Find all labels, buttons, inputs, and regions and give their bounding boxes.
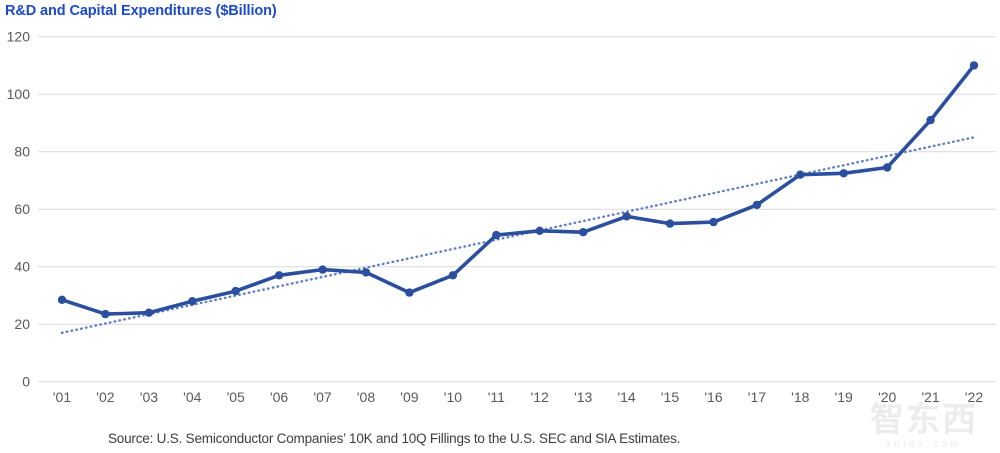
data-point xyxy=(231,286,240,296)
data-point xyxy=(274,271,284,280)
x-tick-label: '08 xyxy=(357,389,375,405)
y-tick-label: 20 xyxy=(14,316,30,332)
x-tick-label: '20 xyxy=(878,389,896,405)
data-point xyxy=(57,295,67,304)
data-point xyxy=(492,230,501,240)
data-point xyxy=(926,115,935,125)
data-point xyxy=(188,297,197,306)
x-tick-label: '14 xyxy=(617,389,635,405)
x-tick-label: '11 xyxy=(488,389,505,405)
data-point xyxy=(405,288,414,297)
x-tick-label: '09 xyxy=(400,389,418,405)
data-point xyxy=(101,309,110,319)
x-tick-label: '12 xyxy=(531,389,549,405)
trend-line xyxy=(60,136,976,334)
data-point xyxy=(144,308,154,317)
x-tick-label: '10 xyxy=(444,389,462,405)
x-tick-label: '06 xyxy=(270,389,288,405)
x-tick-label: '13 xyxy=(574,389,592,405)
x-tick-label: '03 xyxy=(140,389,158,405)
y-tick-label: 80 xyxy=(14,144,30,160)
y-tick-label: 120 xyxy=(7,29,31,45)
x-tick-label: '18 xyxy=(791,389,809,405)
x-tick-label: '01 xyxy=(53,389,71,405)
y-tick-label: 0 xyxy=(22,374,30,390)
x-tick-label: '16 xyxy=(704,389,722,405)
x-tick-label: '05 xyxy=(227,389,245,405)
data-point xyxy=(796,170,805,179)
data-point xyxy=(535,226,544,235)
x-tick-label: '15 xyxy=(661,389,679,405)
data-point xyxy=(622,212,631,221)
data-point xyxy=(579,228,588,237)
data-point xyxy=(318,265,327,274)
data-point xyxy=(752,200,762,210)
data-point xyxy=(883,163,892,172)
data-point xyxy=(709,217,718,227)
y-tick-label: 40 xyxy=(14,259,30,275)
x-tick-label: '07 xyxy=(313,389,331,405)
data-point xyxy=(839,169,848,178)
data-point xyxy=(665,219,675,228)
data-point xyxy=(361,268,371,277)
x-tick-label: '22 xyxy=(965,389,983,405)
y-tick-label: 60 xyxy=(14,201,30,217)
x-tick-label: '04 xyxy=(183,389,201,405)
data-point xyxy=(448,271,458,280)
data-point xyxy=(969,61,979,70)
data-line xyxy=(60,63,976,316)
chart-title: R&D and Capital Expenditures ($Billion) xyxy=(5,3,277,19)
y-tick-label: 100 xyxy=(7,86,31,102)
x-tick-label: '21 xyxy=(921,389,939,405)
x-tick-label: '19 xyxy=(835,389,853,405)
x-tick-label: '17 xyxy=(748,389,766,405)
x-tick-label: '02 xyxy=(96,389,114,405)
source-note: Source: U.S. Semiconductor Companies’ 10… xyxy=(108,431,681,446)
